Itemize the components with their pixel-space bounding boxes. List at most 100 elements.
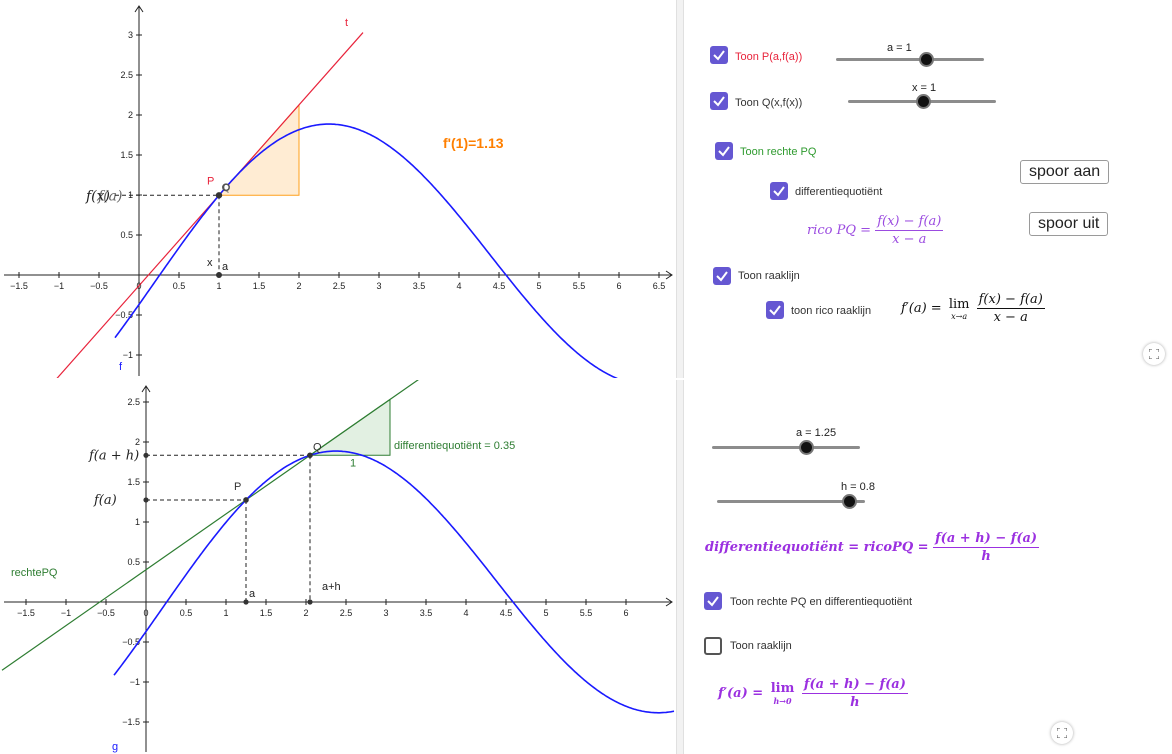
graphics-view-1[interactable]: −1.5−1−0.500.511.522.533.544.555.566.532…	[0, 0, 676, 378]
slider-a-knob[interactable]	[799, 440, 814, 455]
tangent-line-t[interactable]	[43, 32, 364, 378]
point-q-label: Q	[223, 182, 230, 192]
slider-a-knob[interactable]	[919, 52, 934, 67]
lim-word: lim	[948, 296, 970, 312]
formula-rico-pq: rico PQ = f(x) − f(a) x − a	[807, 214, 944, 247]
formula-limit-operator: lim h→0	[771, 681, 795, 706]
point-a-on-axis[interactable]	[243, 599, 249, 605]
formula-limit-fraction: f(a + h) − f(a) h	[801, 677, 908, 710]
formula-limit-lhs: f′(a) =	[718, 686, 764, 701]
point-q[interactable]	[307, 452, 313, 459]
view-divider[interactable]	[676, 380, 684, 754]
spoor-aan-button[interactable]: spoor aan	[1020, 160, 1110, 184]
slider-a[interactable]	[836, 52, 984, 67]
point-p-label: P	[207, 175, 214, 187]
checkmark-icon	[773, 186, 785, 197]
label-x: x	[207, 257, 213, 269]
x-tick-label: −1.5	[17, 608, 35, 618]
point-a-on-axis[interactable]	[216, 272, 222, 278]
x-tick-label: 3.5	[413, 281, 426, 291]
x-tick-label: 5	[543, 608, 548, 618]
x-tick-label: 1	[216, 281, 221, 291]
axes	[4, 385, 673, 752]
x-tick-label: 4	[456, 281, 461, 291]
label-a: a	[222, 261, 229, 273]
line-rechte-pq[interactable]	[1, 380, 522, 671]
checkbox-toon-rechte-pq[interactable]	[715, 142, 733, 160]
formula-dq-lhs: differentiequotiënt = ricoPQ =	[705, 540, 929, 555]
lim-word: lim	[770, 681, 795, 696]
point-q[interactable]	[222, 183, 230, 192]
applet-bottom: −1.5 −1 −0.5 0 0.5 1 1.5 2 2.5 3 3.5 4 4.5 5 5.5 6 2.5 2 1…	[0, 380, 1172, 754]
curve-label-g: g	[112, 741, 118, 753]
x-tick-label: 3	[376, 281, 381, 291]
point-p-label: P	[234, 481, 241, 493]
checkbox-differentiequotient[interactable]	[770, 182, 788, 200]
checkbox-toon-raaklijn[interactable]	[704, 637, 722, 655]
checkbox-toon-p[interactable]	[710, 46, 728, 64]
slider-a[interactable]	[712, 440, 860, 455]
label-toon-rechte-pq: Toon rechte PQ	[740, 146, 817, 158]
control-panel-1: Toon P(a,f(a)) a = 1 Toon Q(x,f(x)) x = …	[683, 0, 1172, 378]
x-tick-label: 0	[143, 608, 148, 618]
x-tick-label: −1.5	[10, 281, 28, 291]
x-tick-label: 3	[383, 608, 388, 618]
x-tick-label: 2.5	[333, 281, 346, 291]
x-tick-label: 3.5	[420, 608, 433, 618]
formula-differentiequotient: differentiequotiënt = ricoPQ = f(a + h) …	[705, 531, 1040, 564]
checkbox-toon-rechte-pq[interactable]	[704, 592, 722, 610]
applet-top: −1.5−1−0.500.511.522.533.544.555.566.532…	[0, 0, 1172, 378]
checkbox-rico-raaklijn[interactable]	[766, 301, 784, 319]
formula-limit-operator: lim x→a	[949, 297, 970, 321]
slider-h-knob[interactable]	[842, 494, 857, 509]
slider-a-label: a = 1	[887, 42, 912, 54]
formula-limit-lhs: f′(a) =	[901, 301, 942, 316]
view-divider[interactable]	[676, 0, 684, 378]
curve-label-f: f	[119, 361, 123, 373]
y-tick-label: −1.5	[122, 717, 140, 727]
fullscreen-icon	[1057, 728, 1067, 738]
slider-h[interactable]	[717, 494, 865, 509]
slope-run-label: 1	[350, 457, 356, 469]
fullscreen-button[interactable]	[1143, 343, 1165, 365]
formula-limit-numerator: f(x) − f(a)	[976, 292, 1045, 309]
point-p[interactable]	[215, 192, 223, 199]
y-tick-label: 2.5	[127, 397, 140, 407]
formula-limit-denominator: x − a	[993, 310, 1028, 325]
label-a: a	[249, 588, 256, 600]
y-tick-label: −1	[123, 350, 133, 360]
slider-x[interactable]	[848, 94, 996, 109]
y-axis-arrow-icon	[134, 5, 144, 13]
formula-dq-denominator: h	[981, 549, 991, 564]
y-tick-label: −0.5	[122, 637, 140, 647]
y-value-label-overlap: f(a)	[97, 188, 122, 204]
spoor-uit-button[interactable]: spoor uit	[1029, 212, 1109, 236]
graphics-view-2[interactable]: −1.5 −1 −0.5 0 0.5 1 1.5 2 2.5 3 3.5 4 4.5 5 5.5 6 2.5 2 1…	[0, 380, 676, 754]
checkbox-toon-q[interactable]	[710, 92, 728, 110]
formula-rico-denominator: x − a	[892, 232, 927, 247]
label-toon-q: Toon Q(x,f(x))	[735, 97, 803, 109]
y-tick-label: 1	[135, 517, 140, 527]
x-tick-label: 5.5	[573, 281, 586, 291]
formula-limit-bottom: f′(a) = lim h→0 f(a + h) − f(a) h	[718, 677, 908, 710]
x-tick-label: 4	[463, 608, 468, 618]
y-tick-label: −1	[130, 677, 140, 687]
y-tick-label: 2.5	[120, 70, 133, 80]
checkmark-icon	[713, 96, 725, 107]
function-curve-g[interactable]	[113, 450, 675, 714]
function-curve-f[interactable]	[114, 123, 676, 378]
x-tick-label: 2	[303, 608, 308, 618]
x-tick-label: 2	[296, 281, 301, 291]
derivative-value-text: f'(1)=1.13	[443, 135, 504, 151]
point-p[interactable]	[243, 497, 249, 503]
line-label-rechtepq: rechtePQ	[11, 567, 58, 579]
x-tick-label: 4.5	[493, 281, 506, 291]
formula-dq-fraction: f(a + h) − f(a) h	[933, 531, 1040, 564]
control-panel-2: a = 1.25 h = 0.8 differentiequotiënt = r…	[683, 380, 1172, 754]
slider-x-knob[interactable]	[916, 94, 931, 109]
x-tick-label: 2.5	[340, 608, 353, 618]
fullscreen-button[interactable]	[1051, 722, 1073, 744]
point-ah-on-axis[interactable]	[307, 599, 313, 605]
formula-dq-numerator: f(a + h) − f(a)	[933, 531, 1040, 548]
checkbox-toon-raaklijn[interactable]	[713, 267, 731, 285]
